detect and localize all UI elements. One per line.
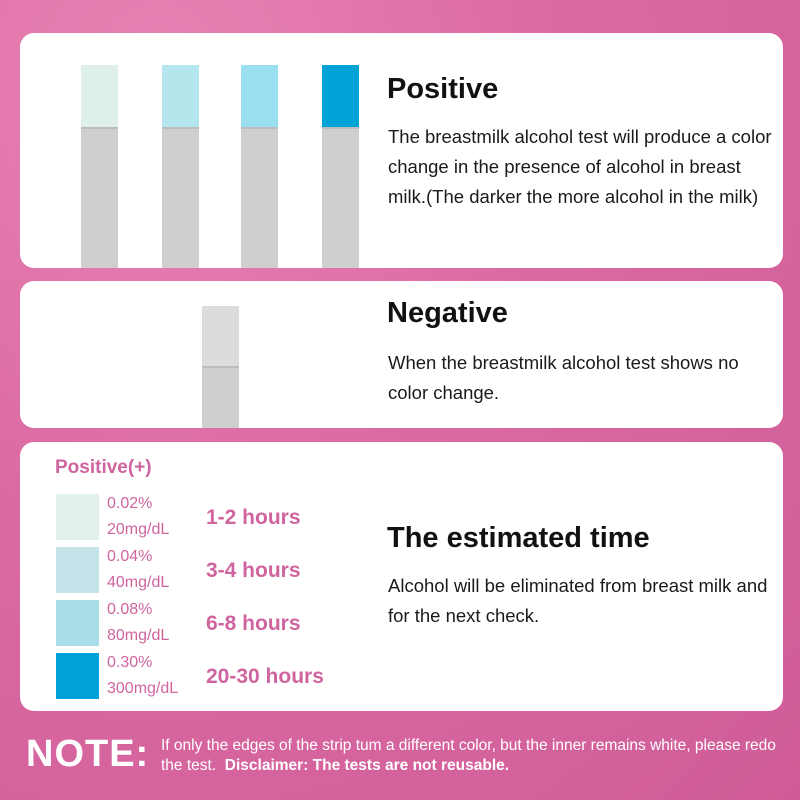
color-swatch	[56, 600, 99, 646]
alcohol-mg: 20mg/dL	[107, 521, 170, 538]
note-body: If only the edges of the strip tum a dif…	[161, 737, 776, 774]
color-swatch	[56, 494, 99, 540]
alcohol-percent: 0.04%	[107, 548, 153, 565]
estimated-time-card: Positive(+) 0.02% 20mg/dL 1-2 hours 0.04…	[20, 442, 783, 711]
alcohol-mg: 300mg/dL	[107, 680, 179, 697]
legend-row: 0.08% 80mg/dL 6-8 hours	[55, 600, 375, 648]
alcohol-percent: 0.30%	[107, 654, 153, 671]
positive-card: Positive The breastmilk alcohol test wil…	[20, 33, 783, 268]
color-swatch	[56, 653, 99, 699]
alcohol-mg: 80mg/dL	[107, 627, 170, 644]
legend-row: 0.30% 300mg/dL 20-30 hours	[55, 653, 375, 701]
strip-pad-2	[162, 65, 199, 129]
test-strip-3	[241, 65, 278, 268]
test-strip-2	[162, 65, 199, 268]
negative-title: Negative	[387, 297, 508, 329]
strip-pad-1	[81, 65, 118, 129]
legend-title: Positive(+)	[55, 457, 152, 478]
legend-row: 0.04% 40mg/dL 3-4 hours	[55, 547, 375, 595]
note-label: NOTE:	[26, 733, 150, 775]
negative-strip-pad	[202, 306, 239, 368]
positive-title: Positive	[387, 73, 499, 105]
note-disclaimer: Disclaimer: The tests are not reusable.	[224, 757, 510, 774]
note-text: If only the edges of the strip tum a dif…	[161, 736, 781, 776]
alcohol-percent: 0.08%	[107, 601, 153, 618]
estimated-time-title: The estimated time	[387, 522, 650, 554]
alcohol-mg: 40mg/dL	[107, 574, 170, 591]
elimination-hours: 1-2 hours	[206, 506, 301, 529]
elimination-hours: 6-8 hours	[206, 612, 301, 635]
negative-card: Negative When the breastmilk alcohol tes…	[20, 281, 783, 428]
negative-test-strip	[202, 306, 239, 428]
color-swatch	[56, 547, 99, 593]
test-strip-4	[322, 65, 359, 268]
strip-pad-4	[322, 65, 359, 129]
estimated-time-description: Alcohol will be eliminated from breast m…	[388, 575, 768, 626]
test-strip-1	[81, 65, 118, 268]
negative-description: When the breastmilk alcohol test shows n…	[388, 352, 739, 403]
elimination-hours: 20-30 hours	[206, 665, 324, 688]
positive-description: The breastmilk alcohol test will produce…	[388, 126, 772, 207]
alcohol-percent: 0.02%	[107, 495, 153, 512]
legend-row: 0.02% 20mg/dL 1-2 hours	[55, 494, 375, 542]
elimination-hours: 3-4 hours	[206, 559, 301, 582]
strip-pad-3	[241, 65, 278, 129]
